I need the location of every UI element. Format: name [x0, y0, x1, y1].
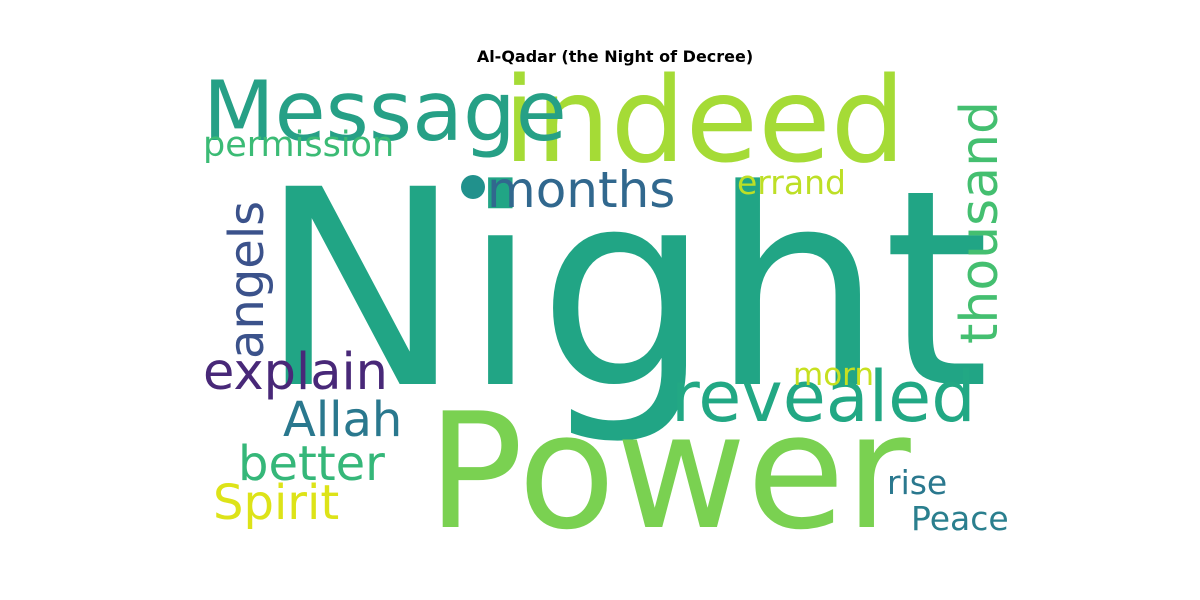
word-thousand: thousand — [950, 100, 1010, 344]
word-permission: permission — [203, 125, 395, 165]
word-rise: rise — [887, 463, 948, 502]
page-title: Al-Qadar (the Night of Decree) — [476, 47, 754, 66]
dot-mark — [461, 175, 485, 199]
word-allah: Allah — [283, 392, 403, 448]
word-night: Night — [259, 133, 990, 449]
word-angels: angels — [219, 200, 275, 359]
word-indeed: indeed — [503, 51, 906, 189]
word-better: better — [238, 436, 385, 492]
word-message: Message — [203, 63, 567, 160]
word-months: months — [487, 161, 676, 219]
word-explain: explain — [203, 343, 388, 402]
word-peace: Peace — [911, 499, 1009, 538]
word-revealed: revealed — [671, 356, 976, 438]
word-errand: errand — [737, 163, 846, 202]
word-spirit: Spirit — [213, 475, 340, 531]
word-power: Power — [427, 378, 911, 565]
word-cloud: Night Power indeed Message revealed mont… — [200, 61, 1030, 565]
word-morn: morn — [793, 357, 875, 393]
